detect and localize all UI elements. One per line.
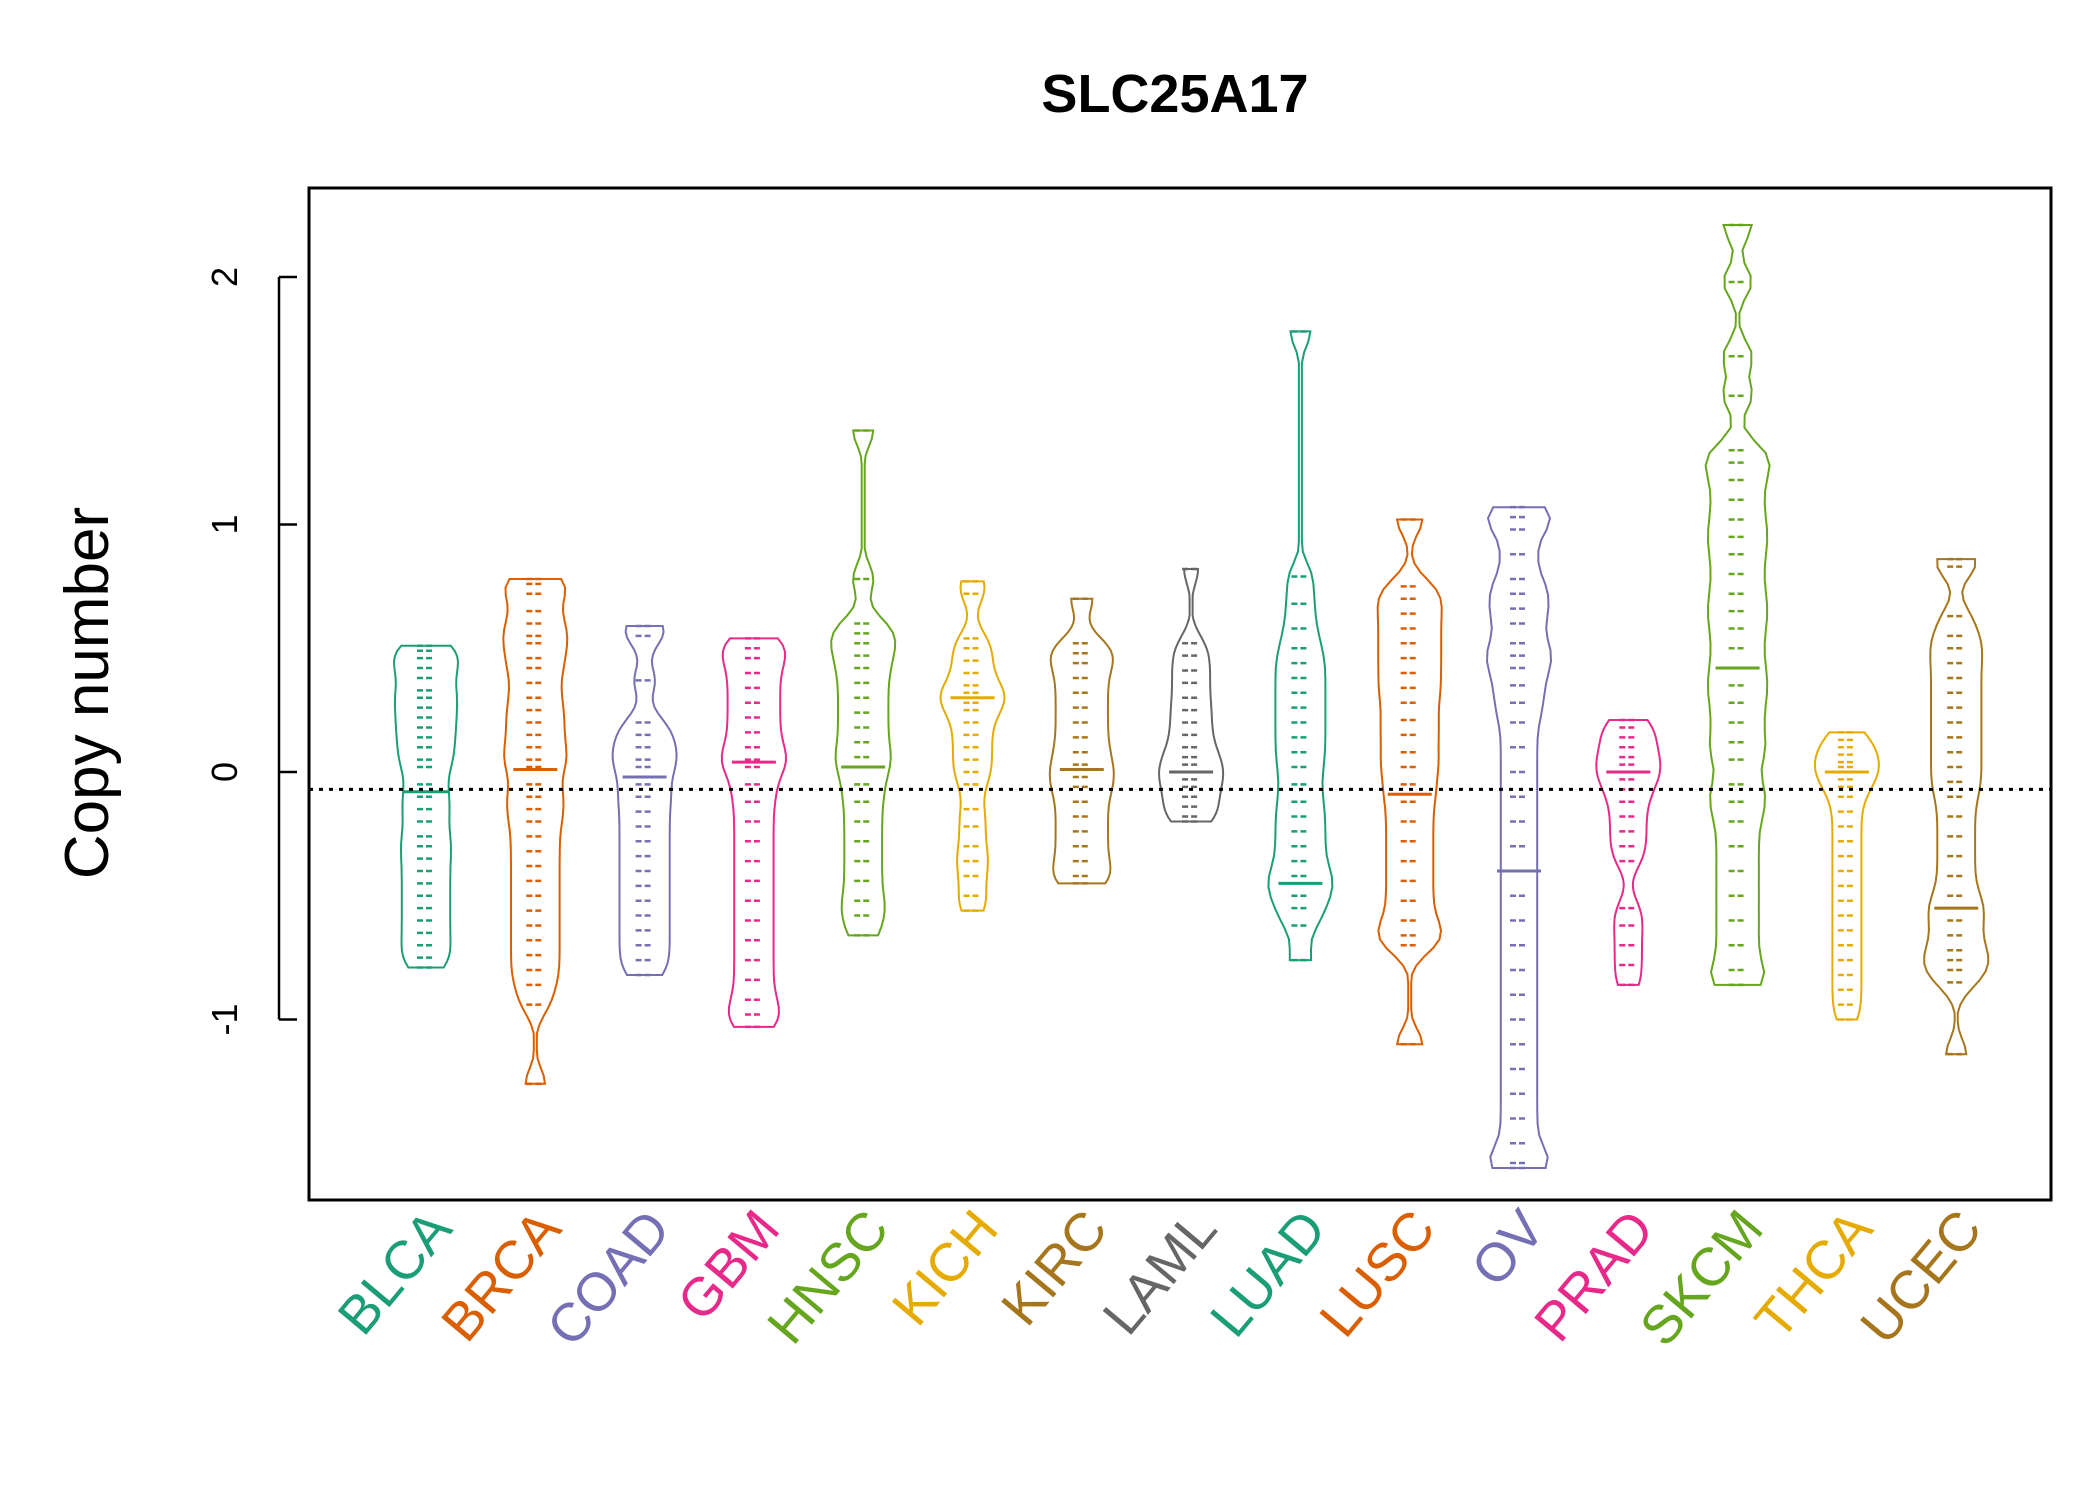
x-tick-label: KIRC [990,1199,1119,1336]
bean-thca [1813,731,1880,1021]
bean-brca [502,577,569,1086]
y-axis: -1 0 1 2 [204,267,297,1036]
bean-outline [1048,597,1115,885]
bean-outline [1923,558,1990,1056]
bean-kich [939,580,1006,912]
y-tick-label: 0 [204,762,245,782]
x-tick-label: HNSC [756,1199,900,1355]
bean-lusc [1376,518,1443,1046]
bean-coad [611,624,678,977]
bean-outline [1158,568,1225,823]
y-tick-label: -1 [204,1003,245,1035]
x-tick-label: OV [1460,1199,1556,1297]
bean-outline [1267,330,1334,962]
bean-gbm [720,637,787,1029]
chart-title: SLC25A17 [1041,64,1308,124]
bean-ucec [1923,557,1990,1056]
beans-layer [392,223,1990,1170]
bean-prad [1595,718,1662,987]
bean-skcm [1704,223,1771,987]
y-tick-label: 2 [204,267,245,287]
bean-laml [1158,567,1225,823]
y-tick-label: 1 [204,514,245,534]
bean-outline [611,625,678,976]
x-tick-label: LUAD [1199,1199,1338,1348]
x-tick-label: LUSC [1308,1199,1447,1348]
bean-luad [1267,330,1334,962]
bean-outline [939,580,1006,912]
bean-kirc [1048,597,1115,885]
bean-outline [502,578,569,1085]
bean-outline [720,637,787,1028]
bean-outline [1595,719,1662,986]
bean-outline [1813,731,1880,1021]
y-axis-label: Copy number [53,507,122,879]
x-tick-label: LAML [1092,1199,1229,1346]
bean-outline [1485,506,1553,1169]
x-tick-label: COAD [536,1199,682,1357]
x-tick-label: KICH [881,1199,1010,1336]
x-tick-label: SKCM [1629,1199,1775,1357]
bean-outline [830,429,897,937]
bean-outline [1704,224,1771,986]
bean-ov [1485,505,1553,1170]
bean-outline [392,644,460,969]
bean-outline [1376,518,1443,1046]
x-tick-label: UCEC [1849,1199,1993,1355]
bean-blca [392,644,460,969]
plot-frame [307,186,2053,1202]
bean-hnsc [830,429,897,937]
